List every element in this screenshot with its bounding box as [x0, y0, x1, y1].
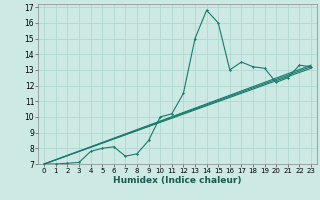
X-axis label: Humidex (Indice chaleur): Humidex (Indice chaleur): [113, 176, 242, 185]
